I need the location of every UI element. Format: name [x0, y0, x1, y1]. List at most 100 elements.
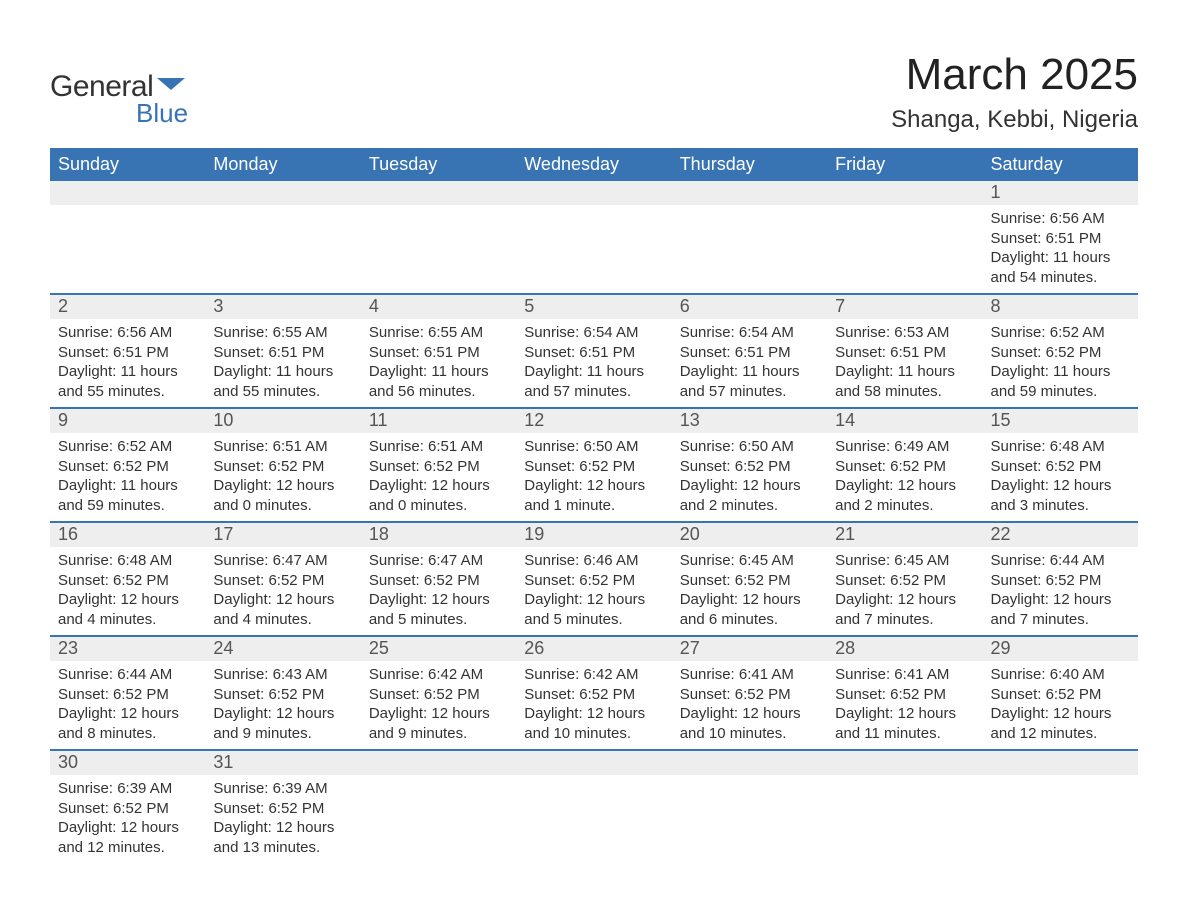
day-info-line: Sunrise: 6:45 AM: [680, 551, 819, 571]
day-body: [672, 205, 827, 287]
day-info-line: Sunset: 6:52 PM: [524, 457, 663, 477]
day-info-line: Sunset: 6:52 PM: [58, 799, 197, 819]
day-info-line: Daylight: 12 hours and 7 minutes.: [991, 590, 1130, 629]
day-info-line: Sunrise: 6:41 AM: [680, 665, 819, 685]
day-body: Sunrise: 6:45 AMSunset: 6:52 PMDaylight:…: [827, 547, 982, 635]
day-body: Sunrise: 6:44 AMSunset: 6:52 PMDaylight:…: [50, 661, 205, 749]
day-number: 8: [983, 295, 1138, 319]
day-info-line: Sunrise: 6:46 AM: [524, 551, 663, 571]
day-body: [827, 775, 982, 857]
day-cell: 26Sunrise: 6:42 AMSunset: 6:52 PMDayligh…: [516, 637, 671, 749]
day-cell: 21Sunrise: 6:45 AMSunset: 6:52 PMDayligh…: [827, 523, 982, 635]
day-body: Sunrise: 6:39 AMSunset: 6:52 PMDaylight:…: [50, 775, 205, 863]
day-cell: [827, 181, 982, 293]
day-info-line: Daylight: 12 hours and 9 minutes.: [369, 704, 508, 743]
day-cell: 9Sunrise: 6:52 AMSunset: 6:52 PMDaylight…: [50, 409, 205, 521]
day-number: 1: [983, 181, 1138, 205]
day-cell: 24Sunrise: 6:43 AMSunset: 6:52 PMDayligh…: [205, 637, 360, 749]
day-info-line: Sunrise: 6:56 AM: [991, 209, 1130, 229]
day-info-line: Sunrise: 6:56 AM: [58, 323, 197, 343]
day-cell: 12Sunrise: 6:50 AMSunset: 6:52 PMDayligh…: [516, 409, 671, 521]
day-number: [361, 181, 516, 205]
day-number: 28: [827, 637, 982, 661]
day-cell: 30Sunrise: 6:39 AMSunset: 6:52 PMDayligh…: [50, 751, 205, 863]
day-cell: 14Sunrise: 6:49 AMSunset: 6:52 PMDayligh…: [827, 409, 982, 521]
day-number: [672, 181, 827, 205]
day-body: Sunrise: 6:53 AMSunset: 6:51 PMDaylight:…: [827, 319, 982, 407]
day-info-line: Daylight: 11 hours and 54 minutes.: [991, 248, 1130, 287]
weekday-header: Sunday: [50, 148, 205, 181]
day-body: Sunrise: 6:40 AMSunset: 6:52 PMDaylight:…: [983, 661, 1138, 749]
day-number: 4: [361, 295, 516, 319]
day-cell: [827, 751, 982, 863]
day-info-line: Daylight: 11 hours and 59 minutes.: [58, 476, 197, 515]
day-number: [827, 181, 982, 205]
day-number: 31: [205, 751, 360, 775]
day-info-line: Sunset: 6:51 PM: [213, 343, 352, 363]
day-body: Sunrise: 6:42 AMSunset: 6:52 PMDaylight:…: [361, 661, 516, 749]
day-number: 18: [361, 523, 516, 547]
day-number: 16: [50, 523, 205, 547]
day-cell: 5Sunrise: 6:54 AMSunset: 6:51 PMDaylight…: [516, 295, 671, 407]
day-body: Sunrise: 6:47 AMSunset: 6:52 PMDaylight:…: [205, 547, 360, 635]
week-row: 2Sunrise: 6:56 AMSunset: 6:51 PMDaylight…: [50, 295, 1138, 409]
day-info-line: Sunset: 6:51 PM: [58, 343, 197, 363]
day-info-line: Daylight: 12 hours and 2 minutes.: [835, 476, 974, 515]
day-info-line: Sunset: 6:52 PM: [991, 571, 1130, 591]
day-info-line: Daylight: 12 hours and 4 minutes.: [213, 590, 352, 629]
day-body: Sunrise: 6:48 AMSunset: 6:52 PMDaylight:…: [50, 547, 205, 635]
day-info-line: Sunrise: 6:52 AM: [58, 437, 197, 457]
day-info-line: Daylight: 12 hours and 5 minutes.: [524, 590, 663, 629]
day-body: Sunrise: 6:50 AMSunset: 6:52 PMDaylight:…: [672, 433, 827, 521]
weekday-header: Monday: [205, 148, 360, 181]
day-info-line: Sunrise: 6:55 AM: [369, 323, 508, 343]
day-info-line: Daylight: 12 hours and 8 minutes.: [58, 704, 197, 743]
day-body: Sunrise: 6:50 AMSunset: 6:52 PMDaylight:…: [516, 433, 671, 521]
day-info-line: Sunrise: 6:48 AM: [991, 437, 1130, 457]
day-number: [827, 751, 982, 775]
day-info-line: Sunset: 6:51 PM: [369, 343, 508, 363]
day-info-line: Sunrise: 6:44 AM: [991, 551, 1130, 571]
week-row: 1Sunrise: 6:56 AMSunset: 6:51 PMDaylight…: [50, 181, 1138, 295]
day-number: 15: [983, 409, 1138, 433]
day-cell: [361, 181, 516, 293]
day-info-line: Sunrise: 6:40 AM: [991, 665, 1130, 685]
day-info-line: Sunrise: 6:44 AM: [58, 665, 197, 685]
title-block: March 2025 Shanga, Kebbi, Nigeria: [891, 50, 1138, 134]
weekday-header: Thursday: [672, 148, 827, 181]
day-info-line: Sunset: 6:51 PM: [524, 343, 663, 363]
day-number: [516, 181, 671, 205]
day-cell: 31Sunrise: 6:39 AMSunset: 6:52 PMDayligh…: [205, 751, 360, 863]
day-number: 21: [827, 523, 982, 547]
day-info-line: Sunset: 6:52 PM: [213, 799, 352, 819]
day-cell: 11Sunrise: 6:51 AMSunset: 6:52 PMDayligh…: [361, 409, 516, 521]
day-info-line: Sunrise: 6:41 AM: [835, 665, 974, 685]
day-body: [516, 205, 671, 287]
day-cell: [983, 751, 1138, 863]
day-cell: 1Sunrise: 6:56 AMSunset: 6:51 PMDaylight…: [983, 181, 1138, 293]
day-cell: 18Sunrise: 6:47 AMSunset: 6:52 PMDayligh…: [361, 523, 516, 635]
day-info-line: Sunrise: 6:45 AM: [835, 551, 974, 571]
day-info-line: Daylight: 12 hours and 10 minutes.: [524, 704, 663, 743]
day-number: 7: [827, 295, 982, 319]
day-number: [983, 751, 1138, 775]
day-info-line: Daylight: 12 hours and 7 minutes.: [835, 590, 974, 629]
day-cell: 3Sunrise: 6:55 AMSunset: 6:51 PMDaylight…: [205, 295, 360, 407]
day-info-line: Sunrise: 6:54 AM: [524, 323, 663, 343]
day-cell: 4Sunrise: 6:55 AMSunset: 6:51 PMDaylight…: [361, 295, 516, 407]
day-number: 20: [672, 523, 827, 547]
day-number: [516, 751, 671, 775]
day-cell: 28Sunrise: 6:41 AMSunset: 6:52 PMDayligh…: [827, 637, 982, 749]
day-body: [361, 205, 516, 287]
day-info-line: Daylight: 11 hours and 57 minutes.: [524, 362, 663, 401]
day-info-line: Daylight: 11 hours and 57 minutes.: [680, 362, 819, 401]
day-number: 2: [50, 295, 205, 319]
day-info-line: Sunset: 6:52 PM: [58, 457, 197, 477]
day-body: Sunrise: 6:39 AMSunset: 6:52 PMDaylight:…: [205, 775, 360, 863]
day-number: 26: [516, 637, 671, 661]
day-body: Sunrise: 6:45 AMSunset: 6:52 PMDaylight:…: [672, 547, 827, 635]
day-number: 14: [827, 409, 982, 433]
day-cell: 16Sunrise: 6:48 AMSunset: 6:52 PMDayligh…: [50, 523, 205, 635]
day-info-line: Daylight: 12 hours and 11 minutes.: [835, 704, 974, 743]
day-cell: 6Sunrise: 6:54 AMSunset: 6:51 PMDaylight…: [672, 295, 827, 407]
